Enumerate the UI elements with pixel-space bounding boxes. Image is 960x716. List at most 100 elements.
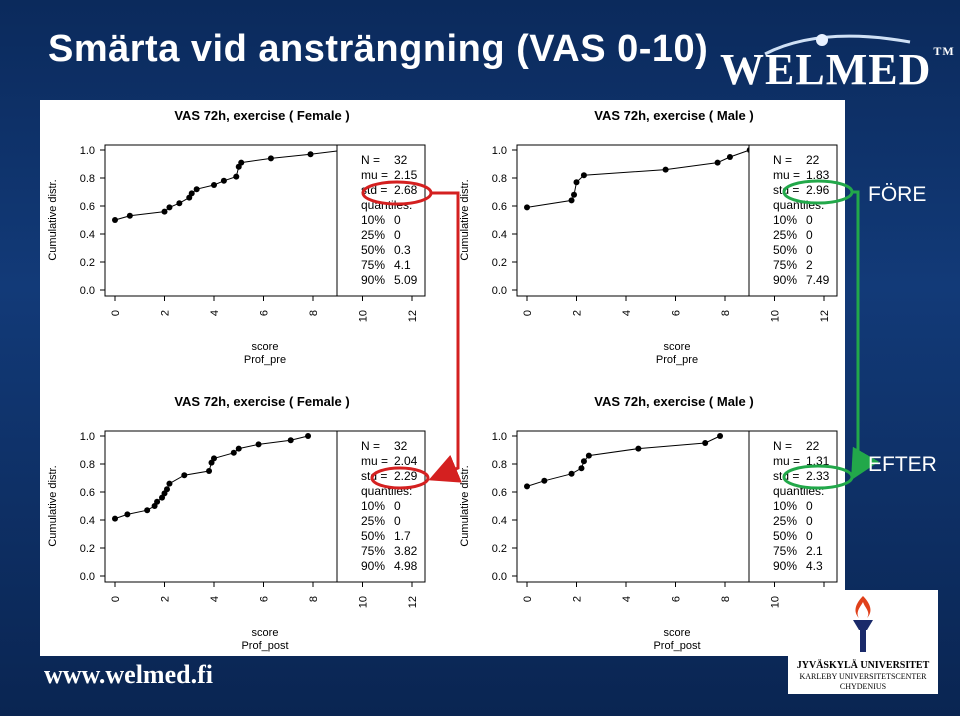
chart-3-ylabel: Cumulative distr. xyxy=(459,465,471,546)
chart-0: VAS 72h, exercise ( Female ) 0.0 0.2 0.4 0.6… xyxy=(47,108,426,366)
chart-3-ytick-label: 0.4 xyxy=(492,515,507,527)
chart-3-stat-label: std = xyxy=(773,469,799,483)
chart-2-xtick-label: 6 xyxy=(259,596,271,602)
chart-3-point xyxy=(578,465,585,472)
university-line1: JYVÄSKYLÄ UNIVERSITET xyxy=(796,660,930,671)
chart-3-xtick-label: 0 xyxy=(522,596,534,602)
chart-2-xtick-label: 10 xyxy=(358,596,370,608)
chart-3-stats-box xyxy=(748,430,838,583)
chart-2-xtick-label: 0 xyxy=(110,596,122,602)
chart-0-xlabel: score xyxy=(252,341,279,353)
logo-swoosh-icon xyxy=(764,34,911,56)
chart-0-xtick-label: 2 xyxy=(160,310,172,316)
chart-1-stat-label: 50% xyxy=(773,243,797,257)
chart-2-stats-box xyxy=(336,430,426,583)
chart-3-xlabel: score xyxy=(664,627,691,639)
chart-2-point xyxy=(287,437,294,444)
chart-1-stat-value: 2 xyxy=(806,258,813,272)
chart-0-xtick-label: 0 xyxy=(110,310,122,316)
chart-1-stat-label: N = xyxy=(773,153,792,167)
chart-0-point xyxy=(220,177,227,184)
chart-2-stat-value: 0 xyxy=(394,499,401,513)
chart-1-xtick-label: 6 xyxy=(671,310,683,316)
chart-0-point xyxy=(307,151,314,158)
chart-3-stat-value: 22 xyxy=(806,439,820,453)
chart-3-point xyxy=(717,433,724,439)
chart-0-stat-value: 0 xyxy=(394,213,401,227)
chart-1-xtick-label: 0 xyxy=(522,310,534,316)
chart-0-stat-label: 90% xyxy=(361,273,385,287)
welmed-logo-text: WELMED xyxy=(720,45,932,94)
chart-1-series-line xyxy=(526,149,750,208)
chart-2-stat-label: 75% xyxy=(361,544,385,558)
chart-3-point xyxy=(702,440,709,446)
chart-3-stat-value: 0 xyxy=(806,529,813,543)
chart-0-ytick-label: 0.6 xyxy=(80,201,95,213)
chart-3-stat-label: 25% xyxy=(773,514,797,528)
chart-0-stat-value: 4.1 xyxy=(394,258,411,272)
chart-3-stat-label: mu = xyxy=(773,454,800,468)
chart-3-stat-value: 2.1 xyxy=(806,544,823,558)
chart-2-point xyxy=(255,441,262,448)
chart-0-xtick-label: 6 xyxy=(259,310,271,316)
chart-2-point xyxy=(211,455,217,462)
chart-1-stat-value: 0 xyxy=(806,228,813,242)
chart-0-stat-value: 2.68 xyxy=(394,183,418,197)
chart-1-stat-value: 1.83 xyxy=(806,168,830,182)
chart-3-stat-value: 4.3 xyxy=(806,559,823,573)
chart-0-ytick-label: 0.0 xyxy=(80,285,95,297)
chart-0-stat-label: 75% xyxy=(361,258,385,272)
chart-0-stat-value: 32 xyxy=(394,153,408,167)
chart-0-stat-label: 25% xyxy=(361,228,385,242)
chart-3-xtick-label: 2 xyxy=(572,596,584,602)
chart-2-stat-label: 90% xyxy=(361,559,385,573)
chart-1-ytick-label: 0.8 xyxy=(492,173,507,185)
chart-1-xtick-label: 10 xyxy=(770,310,782,322)
chart-0-xlabel2: Prof_pre xyxy=(244,354,286,366)
chart-2-stat-value: 32 xyxy=(394,439,408,453)
charts-panel: VAS 72h, exercise ( Female ) 0.0 0.2 0.4 0.6… xyxy=(40,100,845,656)
chart-2-series-line xyxy=(114,435,309,520)
chart-3-point xyxy=(524,483,530,490)
chart-1-xtick-label: 2 xyxy=(572,310,584,316)
chart-2-ytick-label: 0.6 xyxy=(80,487,95,499)
chart-1-title: VAS 72h, exercise ( Male ) xyxy=(594,108,753,123)
chart-0-ytick-label: 0.4 xyxy=(80,229,95,241)
chart-0-stat-value: 0.3 xyxy=(394,243,411,257)
university-line2: KARLEBY UNIVERSITETSCENTER xyxy=(799,672,927,681)
chart-3-stat-label: N = xyxy=(773,439,792,453)
chart-1-ytick-label: 0.2 xyxy=(492,257,507,269)
chart-1-point xyxy=(568,197,575,204)
chart-3-stat-label: 10% xyxy=(773,499,797,513)
chart-0-xtick-label: 10 xyxy=(358,310,370,322)
chart-2-point xyxy=(181,472,188,479)
welmed-logo-tm: TM xyxy=(933,44,955,58)
chart-0-point xyxy=(188,190,195,197)
torch-icon xyxy=(853,596,873,652)
chart-1-point xyxy=(524,204,530,211)
chart-2-xlabel2: Prof_post xyxy=(241,640,288,652)
chart-3-stat-label: 50% xyxy=(773,529,797,543)
chart-0-point xyxy=(126,212,133,219)
chart-0-ytick-label: 1.0 xyxy=(80,145,95,157)
chart-1-stat-value: 7.49 xyxy=(806,273,830,287)
chart-0-ylabel: Cumulative distr. xyxy=(47,179,59,260)
chart-0-point xyxy=(112,217,118,223)
chart-1-stats-box xyxy=(748,144,838,297)
chart-2-point xyxy=(163,486,170,493)
chart-1-point xyxy=(662,166,669,173)
chart-3-xlabel2: Prof_post xyxy=(653,640,700,652)
chart-2-ytick-label: 0.8 xyxy=(80,459,95,471)
chart-0-ytick-label: 0.8 xyxy=(80,173,95,185)
chart-1-xlabel2: Prof_pre xyxy=(656,354,698,366)
chart-0-stat-label: N = xyxy=(361,153,380,167)
chart-0-ytick-label: 0.2 xyxy=(80,257,95,269)
chart-2: VAS 72h, exercise ( Female ) 0.0 0.2 0.4 0.6… xyxy=(47,394,426,652)
chart-2-stat-label: 50% xyxy=(361,529,385,543)
chart-2-ytick-label: 0.0 xyxy=(80,571,95,583)
chart-0-stat-value: 0 xyxy=(394,228,401,242)
chart-2-stat-value: 3.82 xyxy=(394,544,418,558)
chart-3-point xyxy=(585,452,592,459)
chart-3-ytick-label: 0.2 xyxy=(492,543,507,555)
chart-1-stat-label: mu = xyxy=(773,168,800,182)
